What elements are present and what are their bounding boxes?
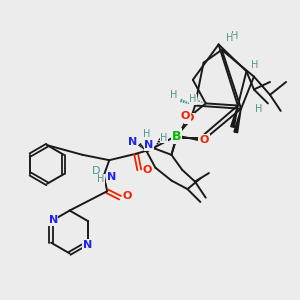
Text: N: N (107, 172, 116, 182)
Text: N: N (144, 140, 154, 150)
Text: H: H (226, 33, 233, 43)
Polygon shape (231, 106, 238, 128)
Text: O: O (200, 135, 209, 145)
Text: N: N (82, 240, 92, 250)
Text: H: H (251, 60, 259, 70)
Text: D: D (92, 166, 101, 176)
Text: B: B (172, 129, 182, 142)
Text: H: H (189, 94, 197, 104)
Text: B: B (172, 130, 182, 143)
Text: O: O (199, 137, 208, 147)
Polygon shape (234, 109, 241, 133)
Text: H: H (143, 130, 151, 140)
Text: O: O (181, 111, 190, 121)
Text: N: N (128, 137, 137, 147)
Text: H: H (170, 90, 177, 100)
Text: O: O (142, 165, 152, 175)
Text: H: H (231, 31, 238, 41)
Text: O: O (123, 190, 132, 200)
Text: N: N (49, 215, 58, 225)
Text: H: H (97, 175, 104, 184)
Text: H: H (160, 133, 168, 143)
Text: O: O (185, 113, 194, 123)
Text: H: H (254, 104, 262, 114)
